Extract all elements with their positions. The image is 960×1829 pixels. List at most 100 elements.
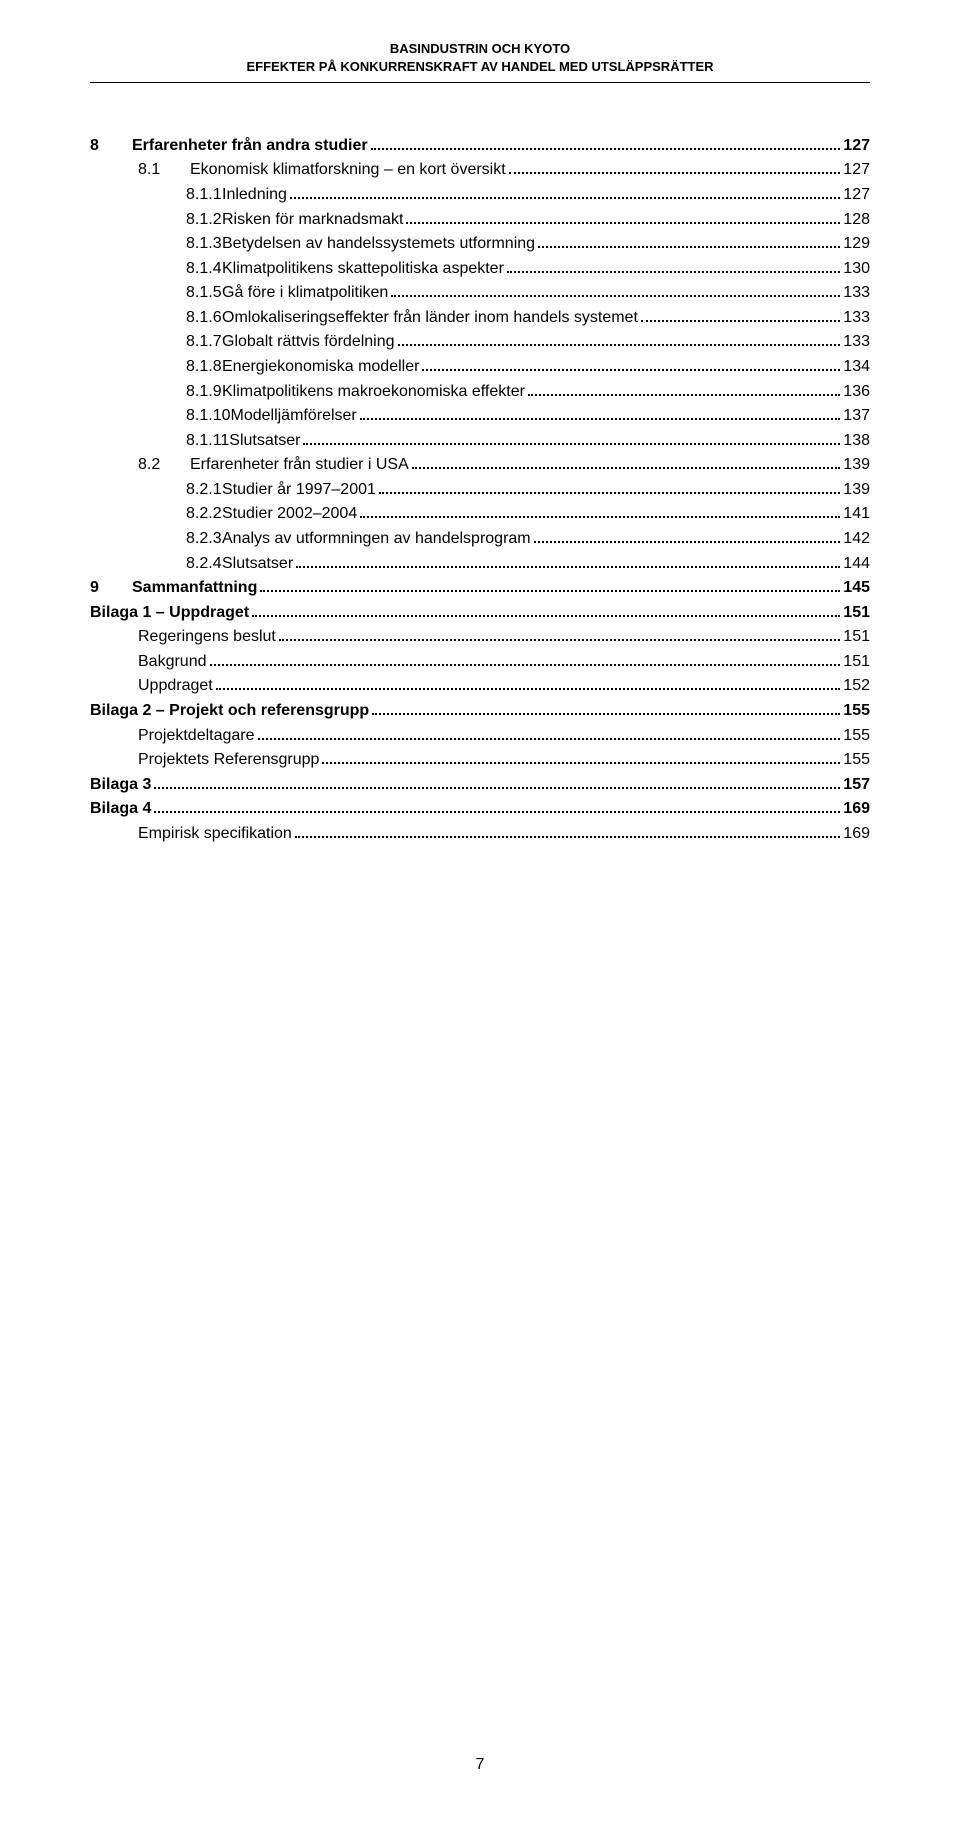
toc-line: Empirisk specifikation 169	[90, 822, 870, 846]
toc-line: Projektets Referensgrupp155	[90, 748, 870, 772]
toc-dot-leader	[210, 650, 841, 666]
toc-dot-leader	[391, 281, 840, 297]
document-page: BASINDUSTRIN OCH KYOTO EFFEKTER PÅ KONKU…	[0, 0, 960, 1829]
toc-dot-leader	[641, 305, 840, 321]
toc-dot-leader	[154, 797, 840, 813]
toc-line: 8.2.2Studier 2002–2004141	[90, 502, 870, 526]
toc-entry-label: Regeringens beslut	[138, 625, 276, 648]
toc-entry-label: Omlokaliseringseffekter från länder inom…	[222, 306, 638, 329]
toc-line: 8.1.5Gå före i klimatpolitiken133	[90, 281, 870, 305]
toc-entry-label: Empirisk specifikation	[138, 822, 292, 845]
toc-dot-leader	[322, 748, 840, 764]
toc-entry-label: Bilaga 3	[90, 773, 151, 796]
toc-dot-leader	[406, 207, 840, 223]
toc-entry-label: Energiekonomiska modeller	[222, 355, 419, 378]
toc-entry-page: 133	[843, 281, 870, 304]
toc-entry-page: 134	[843, 355, 870, 378]
toc-line: 8.2.3Analys av utformningen av handelspr…	[90, 527, 870, 551]
toc-dot-leader	[216, 674, 841, 690]
toc-entry-label: Sammanfattning	[132, 576, 257, 599]
toc-entry-page: 151	[843, 601, 870, 624]
toc-entry-page: 136	[843, 380, 870, 403]
toc-entry-page: 137	[843, 404, 870, 427]
toc-line: Bilaga 4 169	[90, 797, 870, 821]
toc-entry-label: Betydelsen av handelssystemets utformnin…	[222, 232, 535, 255]
toc-entry-number: 8.2.2	[90, 502, 222, 525]
toc-dot-leader	[258, 723, 841, 739]
toc-entry-label: Projektdeltagare	[138, 724, 255, 747]
toc-dot-leader	[528, 379, 840, 395]
toc-entry-page: 169	[843, 797, 870, 820]
toc-line: Regeringens beslut151	[90, 625, 870, 649]
toc-dot-leader	[252, 600, 840, 616]
toc-entry-number: 8.2	[90, 453, 190, 476]
toc-entry-page: 139	[843, 453, 870, 476]
toc-entry-page: 151	[843, 650, 870, 673]
toc-entry-number: 8.1.5	[90, 281, 222, 304]
toc-entry-number: 8.1.6	[90, 306, 222, 329]
toc-line: 8.1.7Globalt rättvis fördelning133	[90, 330, 870, 354]
toc-entry-label: Klimatpolitikens skattepolitiska aspekte…	[222, 257, 504, 280]
toc-entry-number: 8.1.4	[90, 257, 222, 280]
toc-entry-page: 127	[843, 134, 870, 157]
toc-dot-leader	[412, 453, 841, 469]
toc-line: Bilaga 1 – Uppdraget 151	[90, 600, 870, 624]
toc-dot-leader	[372, 699, 840, 715]
toc-line: Bilaga 3157	[90, 772, 870, 796]
page-number: 7	[0, 1756, 960, 1774]
toc-entry-label: Uppdraget	[138, 674, 213, 697]
toc-line: Projektdeltagare155	[90, 723, 870, 747]
toc-entry-label: Studier 2002–2004	[222, 502, 357, 525]
toc-dot-leader	[507, 256, 840, 272]
toc-dot-leader	[295, 822, 840, 838]
toc-entry-label: Erfarenheter från studier i USA	[190, 453, 409, 476]
toc-dot-leader	[296, 551, 840, 567]
toc-line: 8.2.4Slutsatser144	[90, 551, 870, 575]
toc-entry-label: Slutsatser	[229, 429, 300, 452]
toc-line: 8.1.6Omlokaliseringseffekter från länder…	[90, 305, 870, 329]
toc-entry-page: 144	[843, 552, 870, 575]
toc-entry-page: 145	[843, 576, 870, 599]
toc-entry-page: 155	[843, 699, 870, 722]
toc-entry-page: 127	[843, 183, 870, 206]
toc-entry-page: 152	[843, 674, 870, 697]
toc-entry-page: 130	[843, 257, 870, 280]
toc-line: Uppdraget 152	[90, 674, 870, 698]
toc-dot-leader	[154, 772, 840, 788]
toc-entry-page: 129	[843, 232, 870, 255]
toc-entry-page: 138	[843, 429, 870, 452]
page-header: BASINDUSTRIN OCH KYOTO EFFEKTER PÅ KONKU…	[90, 40, 870, 76]
toc-line: 8.1.8Energiekonomiska modeller 134	[90, 355, 870, 379]
toc-dot-leader	[279, 625, 840, 641]
toc-entry-number: 8.1.2	[90, 208, 222, 231]
toc-dot-leader	[371, 133, 841, 149]
toc-entry-label: Bilaga 2 – Projekt och referensgrupp	[90, 699, 369, 722]
toc-entry-label: Modelljämförelser	[230, 404, 356, 427]
toc-line: 8.1.9Klimatpolitikens makroekonomiska ef…	[90, 379, 870, 403]
toc-dot-leader	[398, 330, 841, 346]
toc-line: 8Erfarenheter från andra studier127	[90, 133, 870, 157]
toc-entry-page: 128	[843, 208, 870, 231]
header-line-2: EFFEKTER PÅ KONKURRENSKRAFT AV HANDEL ME…	[90, 58, 870, 76]
toc-entry-label: Bilaga 4	[90, 797, 151, 820]
toc-entry-number: 8.1.1	[90, 183, 222, 206]
toc-dot-leader	[379, 477, 840, 493]
toc-entry-page: 127	[843, 158, 870, 181]
toc-line: 8.1.1Inledning127	[90, 183, 870, 207]
toc-entry-number: 8.1.9	[90, 380, 222, 403]
toc-dot-leader	[422, 355, 840, 371]
toc-entry-number: 8.2.1	[90, 478, 222, 501]
toc-entry-page: 139	[843, 478, 870, 501]
toc-entry-number: 8.1.8	[90, 355, 222, 378]
toc-entry-number: 8.1	[90, 158, 190, 181]
toc-dot-leader	[509, 158, 841, 174]
toc-dot-leader	[260, 576, 840, 592]
toc-entry-page: 169	[843, 822, 870, 845]
toc-entry-label: Bilaga 1 – Uppdraget	[90, 601, 249, 624]
toc-entry-label: Slutsatser	[222, 552, 293, 575]
toc-line: 8.1.3Betydelsen av handelssystemets utfo…	[90, 232, 870, 256]
toc-entry-label: Globalt rättvis fördelning	[222, 330, 395, 353]
toc-line: 9Sammanfattning145	[90, 576, 870, 600]
toc-entry-label: Erfarenheter från andra studier	[132, 134, 368, 157]
toc-entry-page: 133	[843, 330, 870, 353]
